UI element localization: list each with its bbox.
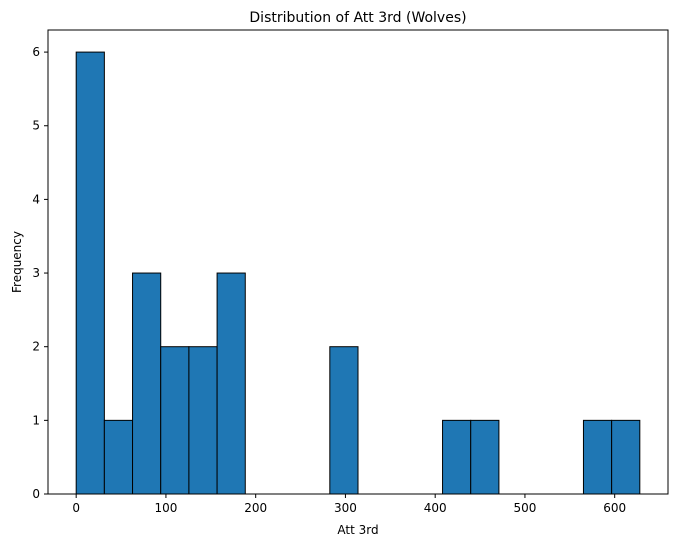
x-tick-label: 300: [334, 501, 357, 515]
y-tick-label: 6: [32, 45, 40, 59]
histogram-bar: [216, 272, 246, 495]
bars-group: [75, 51, 641, 495]
chart-title: Distribution of Att 3rd (Wolves): [249, 10, 466, 26]
histogram-bar: [103, 419, 134, 495]
y-tick-label: 1: [32, 413, 40, 427]
histogram-bar: [442, 419, 472, 495]
plot-frame: [47, 29, 669, 495]
y-axis-ticks: 0 1 2 3 4 5 6: [32, 45, 48, 501]
y-axis-label: Frequency: [10, 231, 24, 293]
x-tick-label: 100: [154, 501, 177, 515]
histogram-bar: [611, 419, 641, 495]
y-tick-label: 3: [32, 266, 40, 280]
y-tick-label: 2: [32, 340, 40, 354]
x-tick-label: 0: [72, 501, 80, 515]
histogram-bar: [188, 346, 218, 495]
y-tick-label: 4: [32, 192, 40, 206]
histogram-bar: [582, 419, 613, 495]
x-tick-label: 200: [244, 501, 267, 515]
y-tick-label: 5: [32, 119, 40, 133]
histogram-bar: [329, 346, 359, 495]
x-tick-label: 500: [513, 501, 536, 515]
y-tick-label: 0: [32, 487, 40, 501]
x-tick-label: 600: [603, 501, 626, 515]
histogram-bar: [160, 346, 190, 495]
x-tick-label: 400: [424, 501, 447, 515]
histogram-bar: [132, 272, 162, 495]
x-axis-label: Att 3rd: [337, 523, 378, 537]
histogram-bar: [75, 51, 105, 495]
histogram-bar: [470, 419, 500, 495]
x-axis-ticks: 0 100 200 300 400 500 600: [72, 494, 626, 515]
